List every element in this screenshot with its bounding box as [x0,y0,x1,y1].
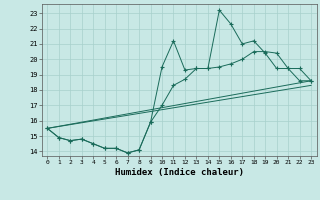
X-axis label: Humidex (Indice chaleur): Humidex (Indice chaleur) [115,168,244,177]
